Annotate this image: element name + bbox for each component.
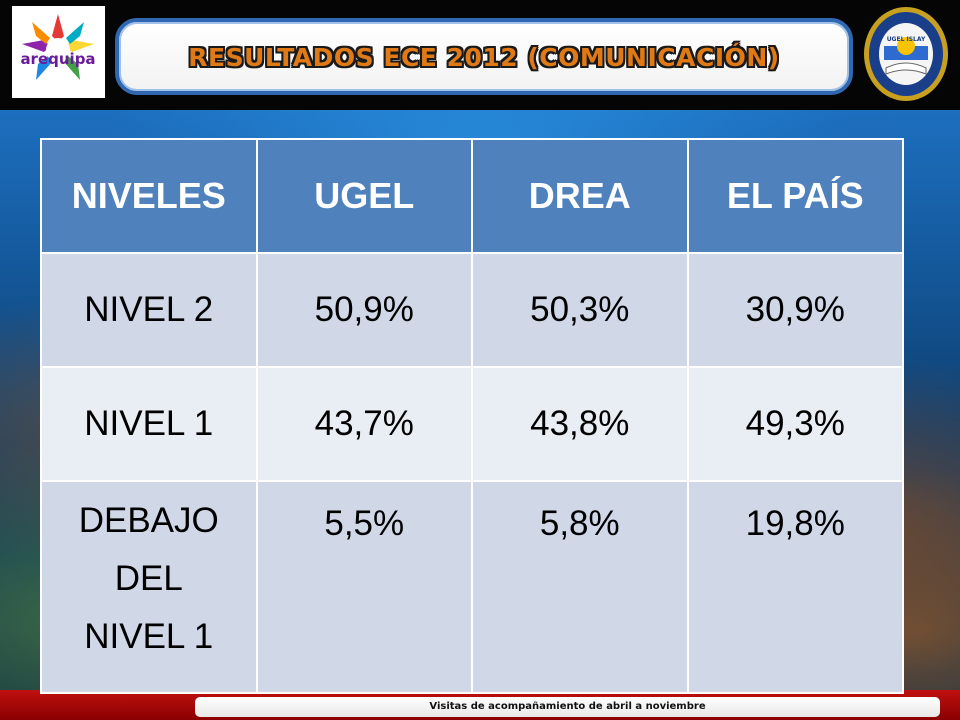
column-header: EL PAÍS bbox=[686, 138, 904, 254]
table-cell: 5,5% bbox=[255, 480, 473, 694]
table-cell: 43,7% bbox=[255, 366, 473, 482]
logo-wordmark: arequipa bbox=[20, 50, 95, 68]
column-header: DREA bbox=[471, 138, 689, 254]
page-title: RESULTADOS ECE 2012 (COMUNICACIÓN) bbox=[188, 43, 780, 72]
results-table: NIVELES UGEL DREA EL PAÍS NIVEL 2 50,9% … bbox=[40, 138, 904, 694]
table-cell: 50,3% bbox=[471, 252, 689, 368]
ugel-seal-icon: UGEL ISLAY bbox=[864, 7, 948, 101]
table-cell: 43,8% bbox=[471, 366, 689, 482]
table-header-row: NIVELES UGEL DREA EL PAÍS bbox=[40, 138, 904, 254]
table-row: NIVEL 2 50,9% 50,3% 30,9% bbox=[40, 252, 904, 368]
table-cell: 50,9% bbox=[255, 252, 473, 368]
column-header: UGEL bbox=[255, 138, 473, 254]
column-header: NIVELES bbox=[40, 138, 258, 254]
row-label: DEBAJO DEL NIVEL 1 bbox=[40, 480, 258, 694]
arequipa-logo-icon: arequipa bbox=[20, 14, 96, 80]
table-cell: 30,9% bbox=[686, 252, 904, 368]
table-cell: 49,3% bbox=[686, 366, 904, 482]
footer-caption: Visitas de acompañamiento de abril a nov… bbox=[195, 697, 940, 717]
title-box: RESULTADOS ECE 2012 (COMUNICACIÓN) bbox=[115, 18, 853, 95]
row-label: NIVEL 1 bbox=[40, 366, 258, 482]
seal-label: UGEL ISLAY bbox=[887, 36, 926, 43]
table-cell: 5,8% bbox=[471, 480, 689, 694]
row-label-line: DEL bbox=[114, 559, 183, 598]
table-row: DEBAJO DEL NIVEL 1 5,5% 5,8% 19,8% bbox=[40, 480, 904, 694]
row-label-line: DEBAJO bbox=[78, 501, 219, 540]
row-label-line: NIVEL 1 bbox=[84, 617, 214, 656]
arequipa-logo: arequipa bbox=[12, 6, 105, 98]
table-row: NIVEL 1 43,7% 43,8% 49,3% bbox=[40, 366, 904, 482]
row-label: NIVEL 2 bbox=[40, 252, 258, 368]
ugel-seal: UGEL ISLAY bbox=[860, 4, 952, 104]
table-cell: 19,8% bbox=[686, 480, 904, 694]
